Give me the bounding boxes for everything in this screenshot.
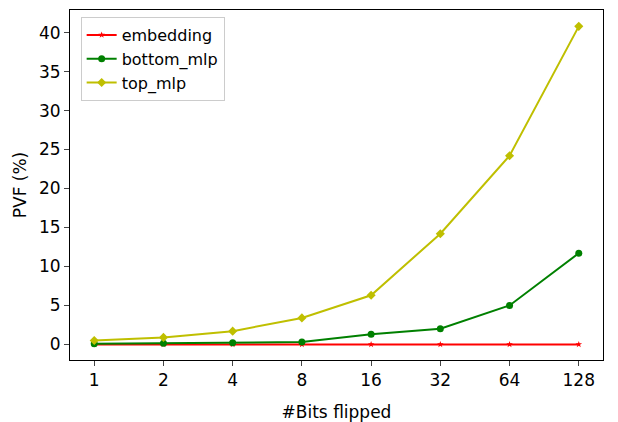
svg-text:15: 15 bbox=[39, 217, 61, 237]
svg-text:30: 30 bbox=[39, 101, 61, 121]
svg-text:8: 8 bbox=[296, 370, 307, 390]
svg-text:64: 64 bbox=[499, 370, 521, 390]
svg-text:embedding: embedding bbox=[122, 26, 212, 45]
svg-text:25: 25 bbox=[39, 139, 61, 159]
svg-text:128: 128 bbox=[563, 370, 595, 390]
svg-text:20: 20 bbox=[39, 178, 61, 198]
svg-text:10: 10 bbox=[39, 256, 61, 276]
svg-text:1: 1 bbox=[89, 370, 100, 390]
svg-text:32: 32 bbox=[430, 370, 452, 390]
svg-text:bottom_mlp: bottom_mlp bbox=[122, 50, 218, 70]
svg-text:16: 16 bbox=[360, 370, 382, 390]
svg-text:top_mlp: top_mlp bbox=[122, 74, 186, 94]
svg-text:#Bits flipped: #Bits flipped bbox=[282, 402, 392, 422]
svg-text:35: 35 bbox=[39, 62, 61, 82]
svg-text:PVF (%): PVF (%) bbox=[10, 152, 30, 218]
svg-text:4: 4 bbox=[227, 370, 238, 390]
svg-text:0: 0 bbox=[50, 334, 61, 354]
svg-text:2: 2 bbox=[158, 370, 169, 390]
svg-text:5: 5 bbox=[50, 295, 61, 315]
svg-text:40: 40 bbox=[39, 23, 61, 43]
